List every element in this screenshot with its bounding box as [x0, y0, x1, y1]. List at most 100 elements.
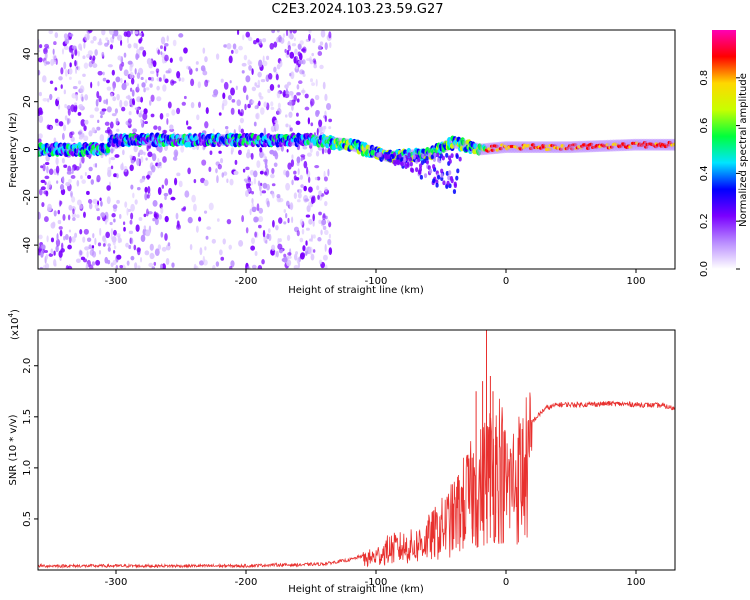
noise-speck [288, 99, 293, 107]
noise-speck [324, 187, 328, 193]
noise-speck [92, 36, 97, 42]
noise-speck [222, 99, 228, 107]
noise-speck [171, 262, 175, 268]
noise-speck [298, 52, 303, 61]
noise-speck [297, 192, 302, 199]
noise-speck [276, 107, 282, 115]
noise-speck [217, 163, 222, 170]
noise-speck [223, 44, 228, 48]
noise-speck [318, 190, 322, 196]
noise-speck [270, 173, 275, 179]
noise-speck [307, 117, 311, 125]
tail-mark [429, 168, 433, 174]
noise-speck [136, 108, 139, 115]
noise-speck [137, 83, 140, 91]
noise-speck [316, 185, 320, 191]
noise-speck [166, 118, 169, 125]
noise-speck [134, 68, 137, 75]
noise-speck [291, 154, 294, 160]
noise-speck [88, 202, 93, 210]
noise-speck [286, 50, 290, 55]
spectrogram-y-ticks: -40 -20 0 20 40 [22, 48, 38, 253]
noise-speck [78, 136, 83, 140]
noise-speck [258, 59, 263, 68]
noise-speck [107, 243, 111, 248]
noise-speck [270, 101, 274, 107]
noise-speck [58, 250, 63, 258]
noise-speck [285, 182, 291, 191]
noise-speck [238, 45, 243, 51]
tail-mark [427, 152, 432, 158]
noise-speck [218, 249, 223, 256]
noise-speck [46, 165, 49, 174]
noise-speck [68, 118, 71, 124]
noise-speck [62, 124, 67, 132]
noise-speck [166, 35, 169, 42]
noise-speck [131, 98, 135, 105]
noise-speck [58, 121, 64, 127]
noise-speck [305, 227, 310, 231]
noise-speck [318, 119, 323, 127]
noise-speck [157, 125, 162, 131]
page-title: C2E3.2024.103.23.59.G27 [271, 2, 444, 17]
noise-speck [151, 153, 157, 162]
noise-speck [75, 66, 78, 74]
noise-speck [67, 108, 71, 116]
noise-speck [68, 229, 72, 233]
noise-speck [99, 227, 102, 236]
noise-speck [176, 107, 181, 115]
noise-speck [47, 203, 52, 212]
noise-speck [263, 101, 268, 108]
noise-speck [145, 87, 150, 91]
noise-speck [153, 211, 157, 218]
noise-speck [322, 225, 327, 231]
noise-speck [278, 248, 283, 254]
noise-speck [42, 163, 46, 172]
noise-speck [71, 213, 77, 218]
noise-speck [216, 175, 219, 184]
noise-speck [122, 149, 125, 156]
noise-speck [75, 105, 78, 110]
noise-speck [102, 243, 106, 247]
noise-speck [267, 228, 271, 233]
noise-speck [112, 84, 115, 92]
noise-speck [126, 207, 129, 216]
noise-speck [44, 216, 49, 223]
noise-speck [167, 242, 171, 247]
noise-speck [72, 217, 76, 222]
noise-speck [147, 185, 151, 194]
noise-speck [163, 192, 169, 197]
noise-speck [165, 258, 170, 266]
noise-speck [296, 199, 301, 203]
noise-speck [312, 220, 315, 227]
noise-speck [277, 102, 281, 109]
noise-speck [203, 210, 208, 214]
noise-speck [273, 41, 278, 48]
noise-speck [268, 233, 272, 242]
noise-speck [212, 93, 218, 98]
noise-speck [104, 121, 110, 126]
noise-speck [130, 255, 135, 261]
noise-speck [140, 118, 143, 124]
noise-speck [38, 211, 41, 220]
noise-speck [55, 58, 58, 66]
noise-speck [216, 218, 220, 222]
noise-speck [126, 37, 130, 44]
noise-speck [164, 54, 169, 62]
noise-speck [96, 126, 101, 131]
noise-speck [116, 34, 123, 41]
noise-speck [271, 190, 274, 197]
noise-speck [308, 218, 313, 225]
noise-speck [285, 170, 290, 178]
noise-speck [44, 161, 50, 166]
noise-speck [263, 158, 268, 163]
noise-speck [164, 78, 169, 84]
noise-speck [156, 70, 159, 77]
noise-speck [173, 177, 178, 186]
noise-speck [190, 78, 195, 87]
noise-speck [160, 206, 164, 215]
noise-speck [203, 179, 209, 187]
noise-speck [144, 120, 148, 125]
noise-speck [195, 67, 199, 72]
noise-speck [46, 235, 49, 243]
